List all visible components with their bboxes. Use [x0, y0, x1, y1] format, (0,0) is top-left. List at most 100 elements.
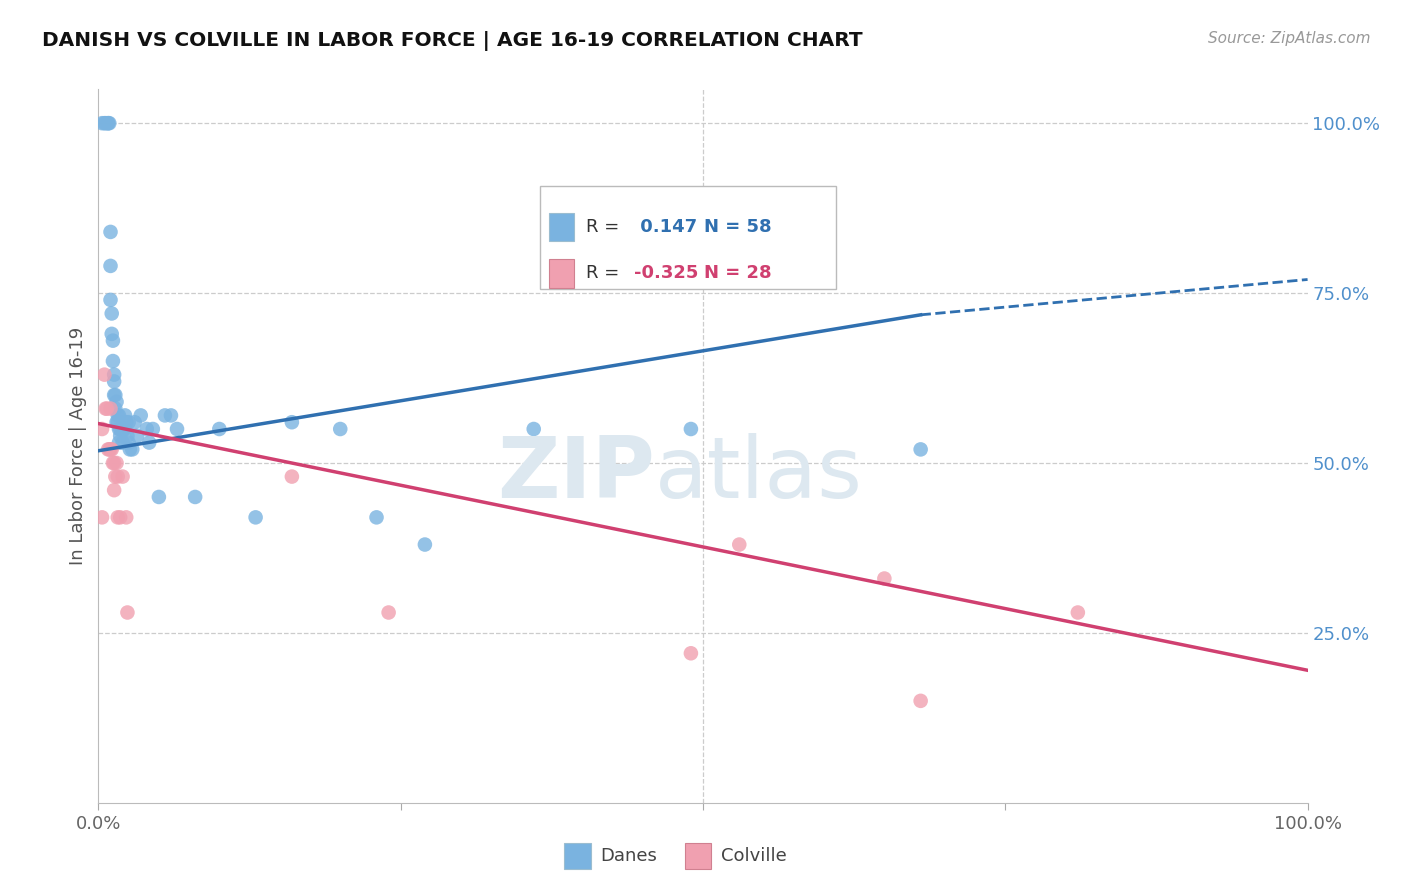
Point [105, 456, 128, 470]
Point [101, 354, 124, 368]
Text: atlas: atlas [655, 433, 863, 516]
Text: R =: R = [586, 218, 624, 235]
Text: -0.325: -0.325 [634, 265, 699, 283]
Point [111, 469, 134, 483]
Point [108, 422, 131, 436]
Point [115, 510, 138, 524]
Point [107, 469, 129, 483]
Point [127, 429, 149, 443]
Point [100, 401, 122, 416]
Point [100, 225, 122, 239]
Point [112, 422, 135, 436]
Point [93, 368, 115, 382]
Point [103, 483, 125, 498]
Point [142, 422, 165, 436]
Point [153, 409, 176, 423]
Point [91, 422, 114, 436]
Point [91, 116, 114, 130]
Point [679, 646, 702, 660]
Point [118, 442, 141, 457]
Point [679, 422, 702, 436]
Bar [550, 212, 574, 241]
Point [100, 306, 122, 320]
Point [329, 422, 352, 436]
Point [98, 116, 121, 130]
Point [129, 409, 152, 423]
Bar [550, 260, 574, 288]
Point [138, 435, 160, 450]
Point [97, 442, 120, 457]
Text: Danes: Danes [600, 847, 657, 865]
Point [100, 442, 122, 457]
Point [281, 469, 304, 483]
Point [108, 510, 131, 524]
Text: Colville: Colville [721, 847, 787, 865]
Point [111, 422, 134, 436]
Point [114, 409, 136, 423]
Point [1067, 606, 1090, 620]
Point [94, 116, 117, 130]
Point [100, 259, 122, 273]
Point [107, 415, 129, 429]
Point [366, 510, 388, 524]
Text: N = 28: N = 28 [704, 265, 772, 283]
Point [108, 429, 131, 443]
FancyBboxPatch shape [540, 186, 837, 289]
Point [100, 326, 122, 341]
Point [208, 422, 231, 436]
Point [103, 456, 125, 470]
Point [104, 401, 127, 416]
Point [117, 429, 139, 443]
Point [111, 435, 134, 450]
Point [523, 422, 546, 436]
Point [184, 490, 207, 504]
Y-axis label: In Labor Force | Age 16-19: In Labor Force | Age 16-19 [69, 326, 87, 566]
Text: ZIP: ZIP [496, 433, 655, 516]
Point [103, 368, 125, 382]
Point [114, 422, 136, 436]
Point [148, 490, 170, 504]
Point [97, 116, 120, 130]
Point [245, 510, 267, 524]
Point [124, 415, 146, 429]
Point [94, 401, 117, 416]
Point [121, 442, 143, 457]
Point [103, 375, 125, 389]
Point [413, 537, 436, 551]
Text: Source: ZipAtlas.com: Source: ZipAtlas.com [1208, 31, 1371, 46]
Point [100, 293, 122, 307]
Point [96, 401, 118, 416]
Point [873, 572, 896, 586]
Point [108, 435, 131, 450]
Point [118, 435, 141, 450]
Point [101, 334, 124, 348]
Point [104, 388, 127, 402]
Point [98, 442, 121, 457]
Point [91, 510, 114, 524]
Point [101, 456, 124, 470]
Point [105, 415, 128, 429]
Point [93, 116, 115, 130]
Point [107, 510, 129, 524]
Point [100, 442, 122, 457]
Text: DANISH VS COLVILLE IN LABOR FORCE | AGE 16-19 CORRELATION CHART: DANISH VS COLVILLE IN LABOR FORCE | AGE … [42, 31, 863, 51]
Point [108, 422, 131, 436]
Point [910, 694, 932, 708]
Point [728, 537, 751, 551]
Point [166, 422, 188, 436]
Point [910, 442, 932, 457]
Text: R =: R = [586, 265, 624, 283]
Point [103, 388, 125, 402]
Text: 0.147: 0.147 [634, 218, 697, 235]
Point [108, 409, 131, 423]
Point [107, 409, 129, 423]
Point [118, 415, 141, 429]
Point [117, 606, 139, 620]
Point [115, 415, 138, 429]
Bar [564, 844, 591, 869]
Point [377, 606, 399, 620]
Point [135, 422, 157, 436]
Text: N = 58: N = 58 [704, 218, 772, 235]
Bar [685, 844, 711, 869]
Point [105, 394, 128, 409]
